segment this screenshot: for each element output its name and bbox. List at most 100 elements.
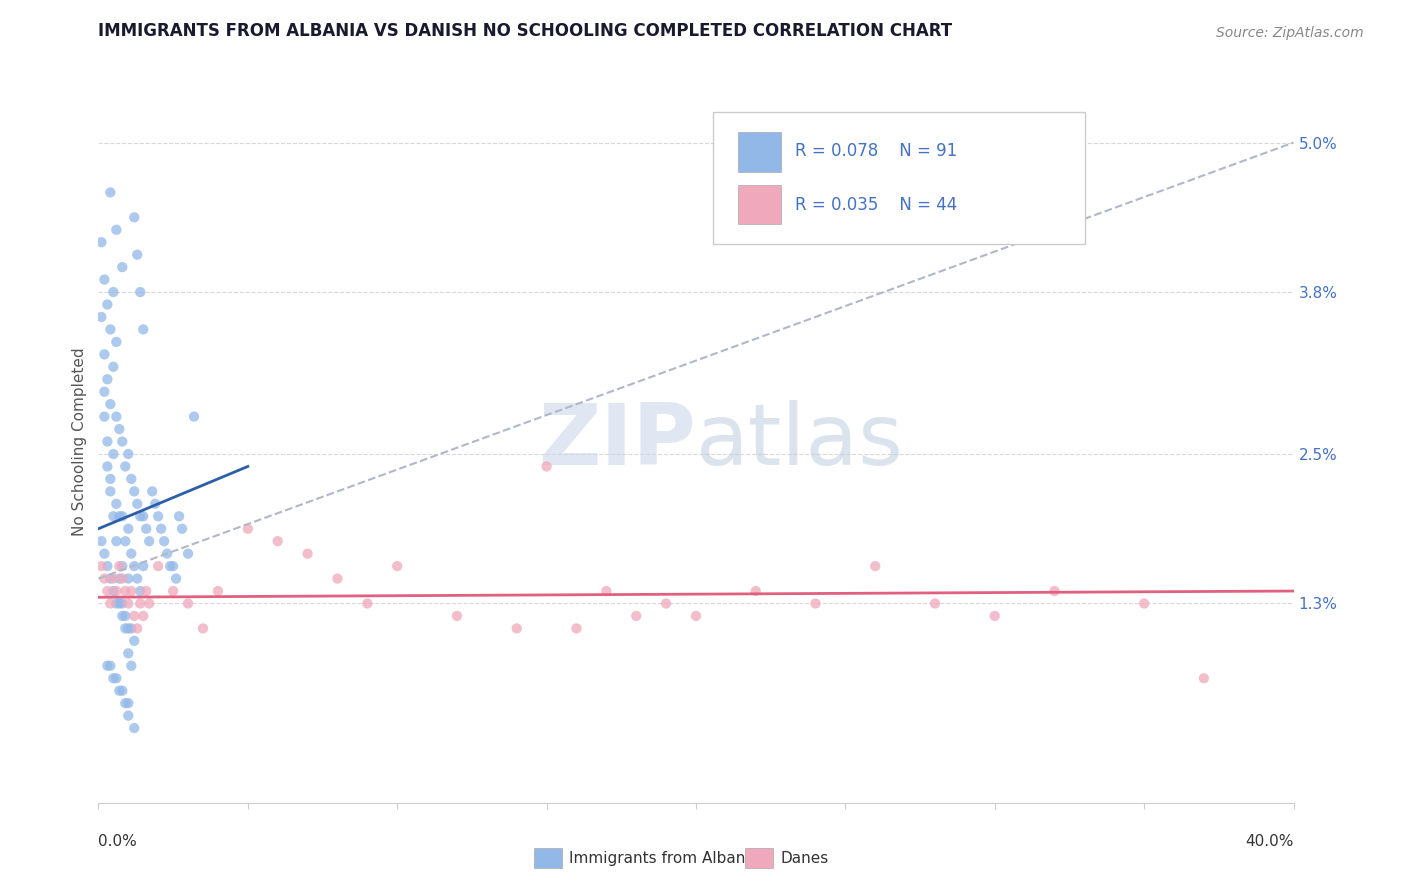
Point — [90, 534, 112, 549]
Point — [385, 559, 409, 574]
Point — [103, 584, 125, 599]
Point — [148, 509, 170, 524]
Point — [356, 597, 378, 611]
Point — [124, 559, 146, 574]
Point — [114, 584, 136, 599]
Point — [117, 597, 139, 611]
Point — [141, 484, 163, 499]
Text: R = 0.078    N = 91: R = 0.078 N = 91 — [794, 142, 957, 160]
Point — [162, 559, 184, 574]
Point — [96, 297, 118, 311]
Point — [114, 459, 136, 474]
Point — [93, 347, 115, 361]
Point — [117, 708, 139, 723]
Point — [98, 484, 122, 499]
Point — [98, 186, 122, 200]
Point — [138, 597, 160, 611]
Point — [103, 285, 125, 299]
Y-axis label: No Schooling Completed: No Schooling Completed — [72, 347, 87, 536]
Point — [267, 534, 290, 549]
Point — [103, 671, 125, 685]
Point — [93, 409, 115, 424]
Point — [595, 584, 617, 599]
Point — [165, 572, 187, 586]
Point — [177, 597, 200, 611]
Point — [183, 409, 205, 424]
Point — [90, 310, 112, 324]
Point — [129, 509, 152, 524]
Point — [120, 584, 142, 599]
Point — [127, 497, 149, 511]
Point — [103, 572, 125, 586]
Point — [114, 534, 136, 549]
Point — [105, 223, 128, 237]
Point — [1043, 584, 1066, 599]
Point — [135, 522, 157, 536]
Point — [127, 248, 149, 262]
Point — [120, 547, 142, 561]
Point — [103, 359, 125, 374]
Point — [1133, 597, 1156, 611]
Point — [111, 559, 134, 574]
Point — [207, 584, 229, 599]
Point — [90, 559, 112, 574]
Point — [111, 260, 134, 274]
Point — [156, 547, 179, 561]
Point — [93, 572, 115, 586]
Point — [124, 484, 146, 499]
Point — [98, 572, 122, 586]
Point — [105, 497, 128, 511]
Point — [103, 509, 125, 524]
Point — [111, 597, 134, 611]
Point — [162, 584, 184, 599]
Point — [96, 372, 118, 386]
Point — [93, 272, 115, 286]
Point — [565, 621, 588, 635]
Point — [98, 397, 122, 411]
Point — [124, 633, 146, 648]
Point — [90, 235, 112, 250]
Point — [297, 547, 319, 561]
Point — [124, 211, 146, 225]
Point — [159, 559, 181, 574]
Point — [236, 522, 259, 536]
Point — [655, 597, 678, 611]
Point — [120, 658, 142, 673]
Text: IMMIGRANTS FROM ALBANIA VS DANISH NO SCHOOLING COMPLETED CORRELATION CHART: IMMIGRANTS FROM ALBANIA VS DANISH NO SCH… — [98, 22, 952, 40]
Point — [98, 472, 122, 486]
Point — [536, 459, 558, 474]
Point — [924, 597, 946, 611]
Point — [865, 559, 887, 574]
Point — [111, 609, 134, 624]
Point — [127, 572, 149, 586]
Point — [114, 609, 136, 624]
Point — [148, 559, 170, 574]
Point — [446, 609, 468, 624]
Point — [111, 509, 134, 524]
Point — [132, 559, 155, 574]
Point — [108, 509, 131, 524]
Point — [150, 522, 173, 536]
Point — [326, 572, 349, 586]
Point — [1192, 671, 1215, 685]
Point — [98, 658, 122, 673]
Point — [124, 609, 146, 624]
Point — [117, 572, 139, 586]
Point — [114, 696, 136, 710]
Point — [804, 597, 827, 611]
Point — [143, 497, 166, 511]
Point — [129, 584, 152, 599]
Point — [96, 658, 118, 673]
Point — [98, 597, 122, 611]
Point — [984, 609, 1007, 624]
Point — [117, 696, 139, 710]
Point — [105, 534, 128, 549]
Text: R = 0.035    N = 44: R = 0.035 N = 44 — [794, 196, 957, 214]
Point — [132, 509, 155, 524]
Point — [191, 621, 214, 635]
Point — [105, 409, 128, 424]
Point — [117, 522, 139, 536]
Point — [153, 534, 176, 549]
Point — [105, 334, 128, 349]
Point — [138, 534, 160, 549]
